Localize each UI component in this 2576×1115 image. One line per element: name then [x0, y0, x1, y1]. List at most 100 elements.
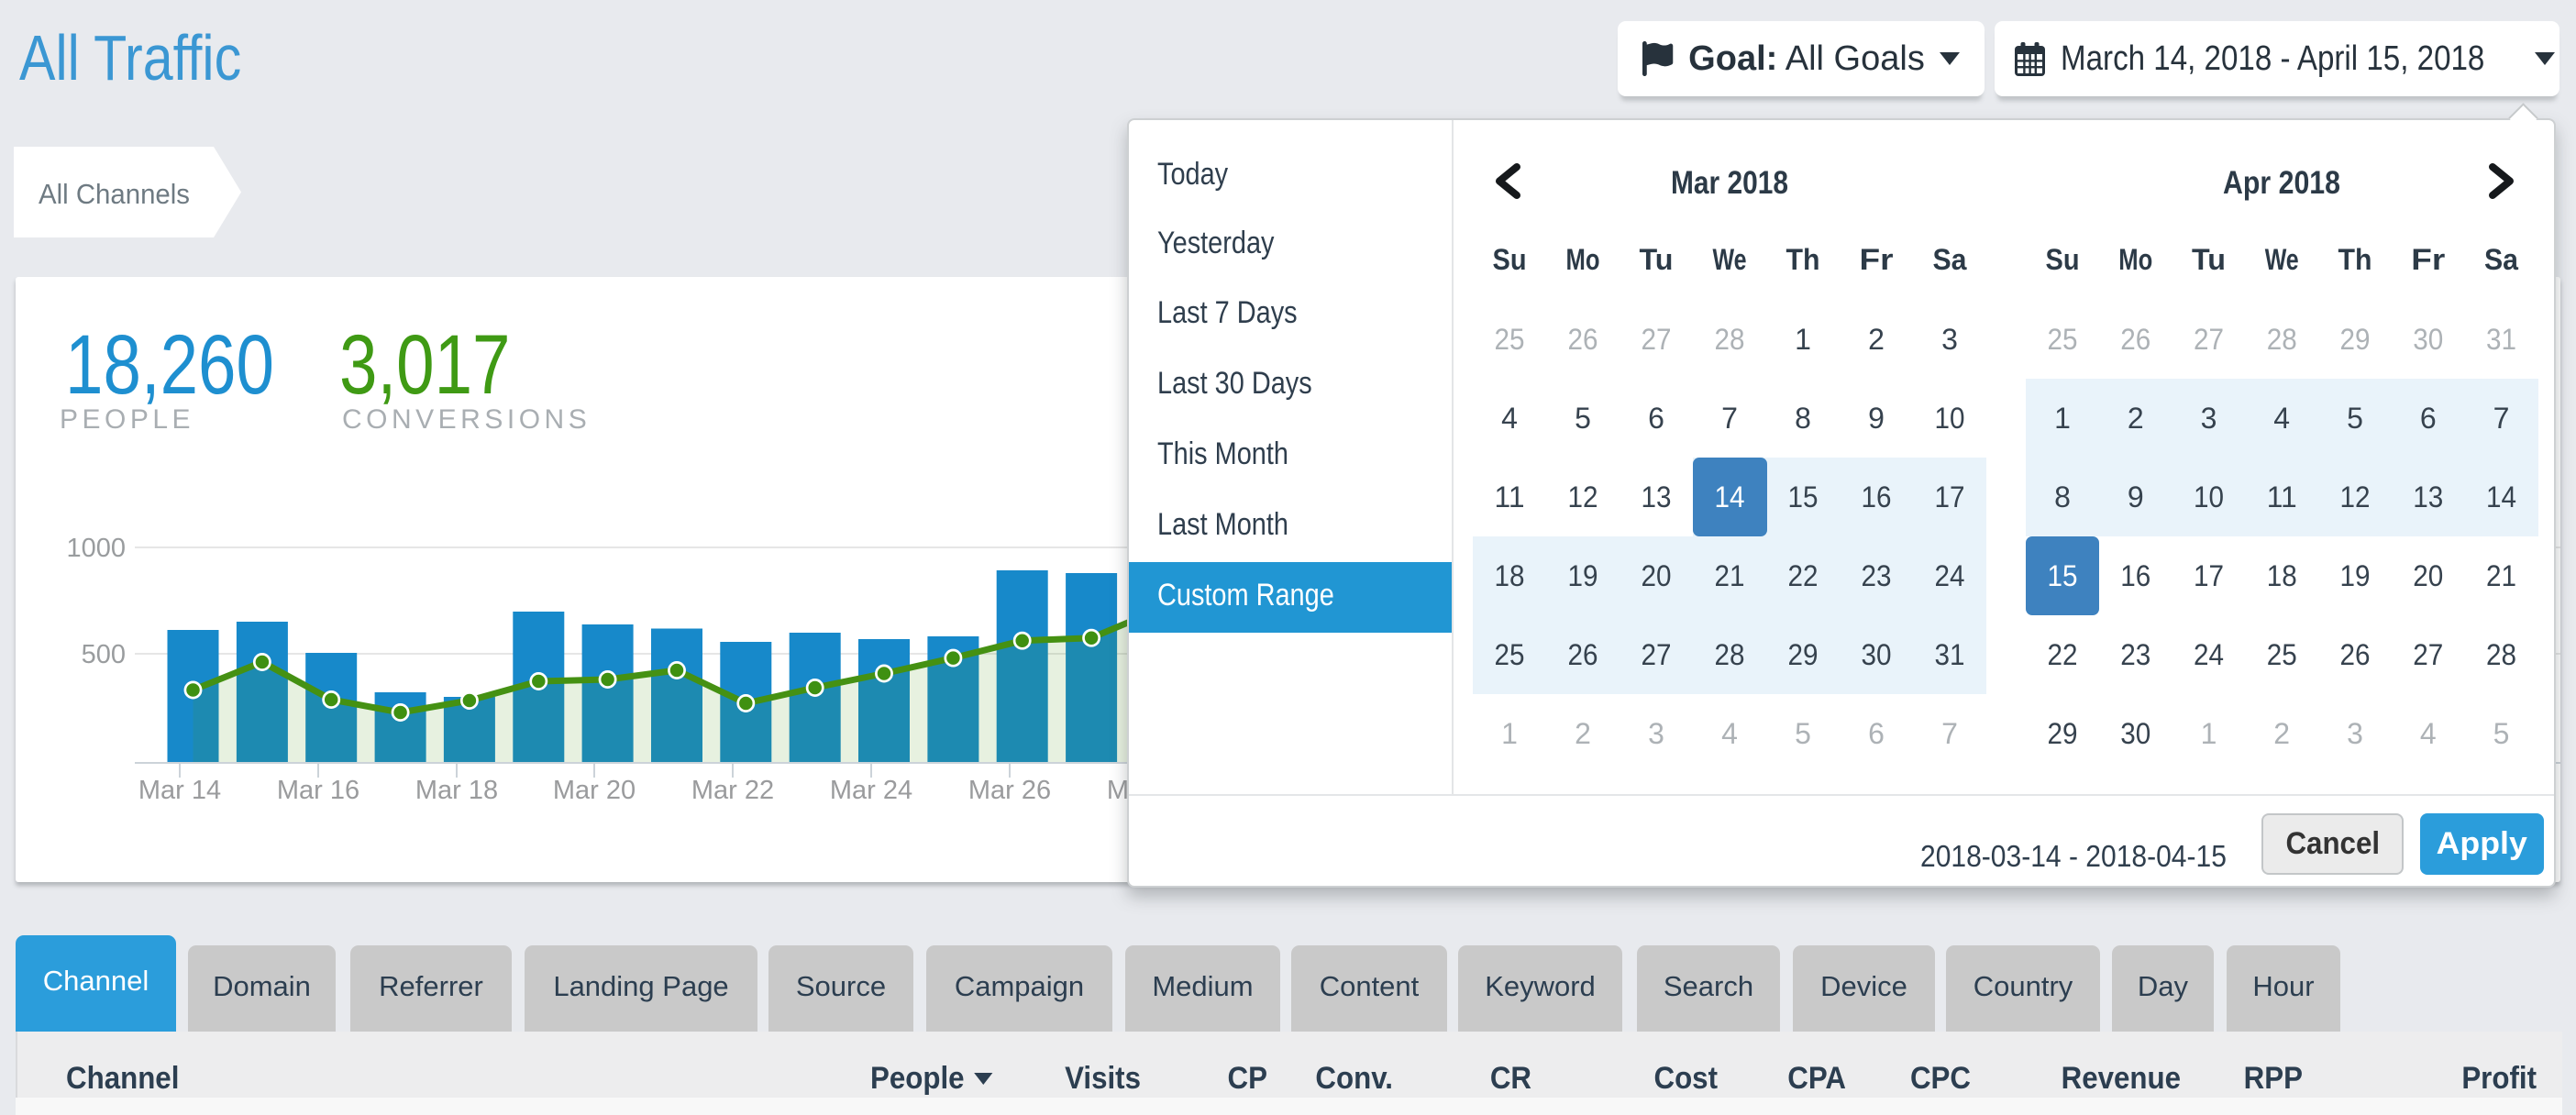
svg-text:Th: Th: [2338, 243, 2372, 276]
svg-text:21: 21: [1715, 559, 1745, 592]
svg-text:7: 7: [2493, 402, 2510, 435]
svg-text:6: 6: [1648, 402, 1664, 435]
svg-text:2: 2: [2273, 717, 2290, 750]
svg-text:28: 28: [1715, 638, 1745, 671]
svg-text:11: 11: [2267, 480, 2297, 513]
svg-text:1: 1: [1501, 717, 1518, 750]
svg-text:24: 24: [1935, 559, 1965, 592]
svg-text:Mar 2018: Mar 2018: [1671, 165, 1788, 201]
svg-text:Mar 18: Mar 18: [415, 776, 498, 805]
svg-text:26: 26: [2340, 638, 2371, 671]
svg-text:3: 3: [1941, 323, 1958, 356]
svg-text:30: 30: [2413, 323, 2443, 356]
svg-text:19: 19: [2340, 559, 2371, 592]
svg-text:27: 27: [2194, 323, 2224, 356]
svg-text:17: 17: [1935, 480, 1965, 513]
svg-text:10: 10: [1935, 402, 1965, 435]
svg-text:Mo: Mo: [1566, 243, 1600, 276]
svg-text:18: 18: [1495, 559, 1525, 592]
svg-text:Mar 14: Mar 14: [138, 776, 221, 805]
svg-text:28: 28: [2486, 638, 2516, 671]
svg-text:3: 3: [2347, 717, 2363, 750]
svg-text:27: 27: [1642, 323, 1672, 356]
svg-text:18: 18: [2267, 559, 2297, 592]
svg-text:9: 9: [2128, 480, 2144, 513]
svg-text:Sa: Sa: [2484, 243, 2518, 276]
svg-text:7: 7: [1941, 717, 1958, 750]
svg-text:16: 16: [1862, 480, 1892, 513]
svg-text:27: 27: [1642, 638, 1672, 671]
svg-text:6: 6: [2420, 402, 2437, 435]
svg-text:25: 25: [1495, 638, 1525, 671]
svg-text:Sa: Sa: [1933, 243, 1967, 276]
svg-text:Mo: Mo: [2118, 243, 2152, 276]
svg-text:25: 25: [2267, 638, 2297, 671]
svg-text:7: 7: [1721, 402, 1738, 435]
svg-text:1: 1: [1795, 323, 1811, 356]
svg-text:19: 19: [1568, 559, 1598, 592]
svg-text:28: 28: [2267, 323, 2297, 356]
svg-text:25: 25: [2048, 323, 2078, 356]
svg-text:15: 15: [2048, 559, 2078, 592]
svg-text:We: We: [2265, 243, 2299, 276]
svg-text:2: 2: [1868, 323, 1885, 356]
svg-text:4: 4: [2420, 717, 2437, 750]
svg-text:20: 20: [2413, 559, 2443, 592]
svg-text:1: 1: [2201, 717, 2217, 750]
svg-text:27: 27: [2413, 638, 2443, 671]
svg-text:Mar 22: Mar 22: [691, 776, 774, 805]
svg-text:14: 14: [2486, 480, 2516, 513]
svg-text:22: 22: [2048, 638, 2078, 671]
svg-text:6: 6: [1868, 717, 1885, 750]
svg-text:13: 13: [1642, 480, 1672, 513]
svg-text:Mar 20: Mar 20: [553, 776, 636, 805]
svg-text:29: 29: [1788, 638, 1819, 671]
svg-text:25: 25: [1495, 323, 1525, 356]
svg-text:Su: Su: [1493, 243, 1527, 276]
svg-text:17: 17: [2194, 559, 2224, 592]
svg-text:2: 2: [1575, 717, 1591, 750]
svg-text:Fr: Fr: [1860, 243, 1894, 276]
svg-text:15: 15: [1788, 480, 1819, 513]
svg-text:11: 11: [1495, 480, 1525, 513]
svg-text:Th: Th: [1786, 243, 1820, 276]
svg-text:16: 16: [2120, 559, 2150, 592]
svg-text:Mar 26: Mar 26: [968, 776, 1051, 805]
svg-text:29: 29: [2340, 323, 2371, 356]
svg-text:4: 4: [1501, 402, 1518, 435]
svg-text:8: 8: [2054, 480, 2071, 513]
svg-text:31: 31: [1935, 638, 1965, 671]
svg-text:3: 3: [1648, 717, 1664, 750]
svg-text:30: 30: [1862, 638, 1892, 671]
svg-text:10: 10: [2194, 480, 2224, 513]
svg-text:Tu: Tu: [2192, 243, 2226, 276]
svg-text:5: 5: [2347, 402, 2363, 435]
svg-text:Su: Su: [2046, 243, 2080, 276]
svg-text:Tu: Tu: [1640, 243, 1674, 276]
svg-text:12: 12: [2340, 480, 2371, 513]
svg-text:21: 21: [2486, 559, 2516, 592]
svg-text:22: 22: [1788, 559, 1819, 592]
svg-text:We: We: [1713, 243, 1747, 276]
svg-text:29: 29: [2048, 717, 2078, 750]
svg-text:1000: 1000: [66, 534, 126, 563]
svg-text:31: 31: [2486, 323, 2516, 356]
svg-text:Apr 2018: Apr 2018: [2223, 165, 2340, 201]
svg-text:30: 30: [2120, 717, 2150, 750]
svg-text:20: 20: [1642, 559, 1672, 592]
svg-text:Fr: Fr: [2411, 243, 2445, 276]
svg-text:3: 3: [2201, 402, 2217, 435]
svg-text:26: 26: [1568, 638, 1598, 671]
svg-text:2: 2: [2128, 402, 2144, 435]
svg-text:28: 28: [1715, 323, 1745, 356]
svg-text:23: 23: [1862, 559, 1892, 592]
svg-text:Mar 24: Mar 24: [830, 776, 912, 805]
svg-text:5: 5: [1795, 717, 1811, 750]
svg-text:500: 500: [82, 640, 126, 669]
svg-text:All Channels: All Channels: [39, 178, 190, 210]
svg-text:5: 5: [1575, 402, 1591, 435]
svg-text:4: 4: [1721, 717, 1738, 750]
svg-text:9: 9: [1868, 402, 1885, 435]
svg-text:12: 12: [1568, 480, 1598, 513]
svg-text:26: 26: [1568, 323, 1598, 356]
